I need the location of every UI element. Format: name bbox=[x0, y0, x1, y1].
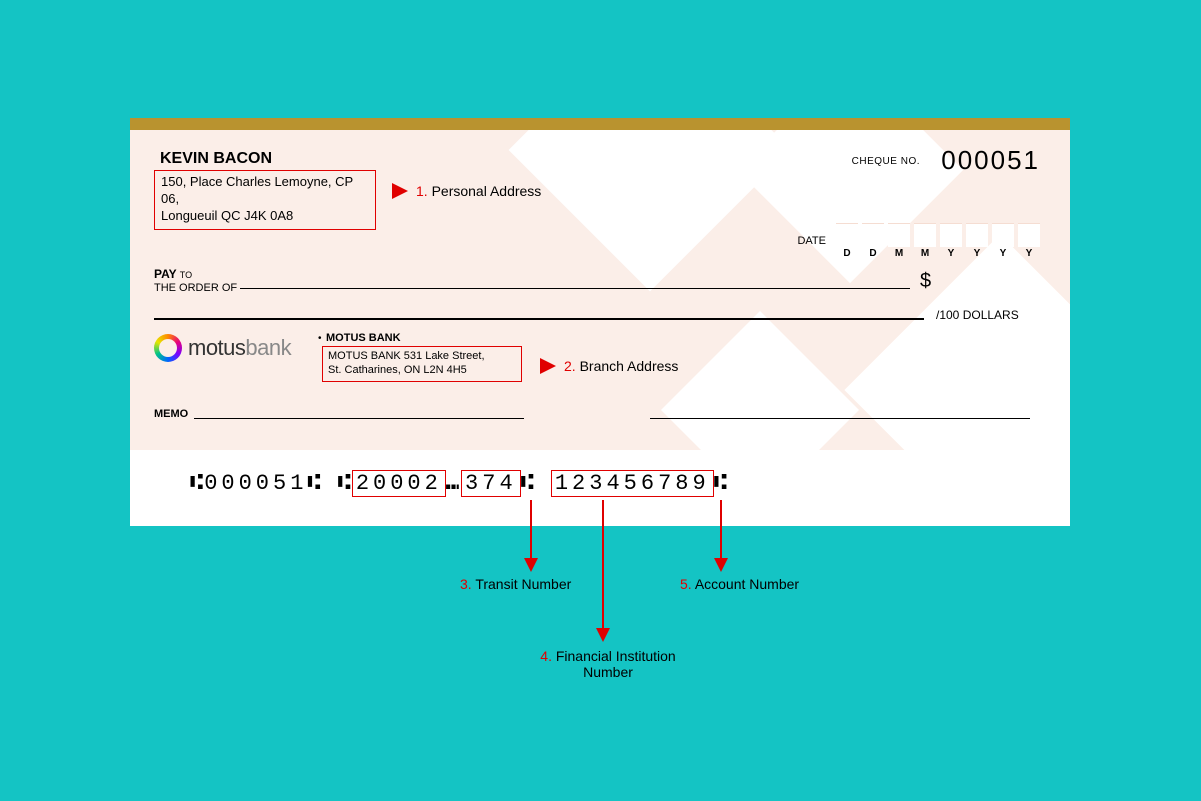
date-field: DATE D D M M Y Y Y Y bbox=[797, 223, 1040, 247]
arrow-down-head-icon bbox=[714, 558, 728, 572]
cheque: KEVIN BACON 150, Place Charles Lemoyne, … bbox=[130, 118, 1070, 526]
date-cell: D bbox=[836, 223, 858, 247]
arrow-down-icon bbox=[720, 500, 722, 560]
account-holder-name: KEVIN BACON bbox=[160, 150, 272, 168]
account-number-box: 123456789 bbox=[551, 470, 714, 497]
arrow-down-head-icon bbox=[524, 558, 538, 572]
callout-institution-number: 4. Financial Institution Number bbox=[528, 648, 688, 680]
date-cell: Y bbox=[966, 223, 988, 247]
arrow-down-head-icon bbox=[596, 628, 610, 642]
micr-routing: ⑆20002⑉374⑆ bbox=[338, 470, 535, 497]
hundred-dollars-label: /100 DOLLARS bbox=[936, 308, 1019, 322]
callout-personal-address: 1. 1. Personal AddressPersonal Address bbox=[416, 183, 541, 199]
signature-line bbox=[650, 418, 1030, 419]
personal-address-box: 150, Place Charles Lemoyne, CP 06, Longu… bbox=[154, 170, 376, 230]
bank-name-label: MOTUS BANK bbox=[326, 332, 401, 344]
bank-addr-1: MOTUS BANK 531 Lake Street, bbox=[328, 349, 516, 363]
date-cell: M bbox=[914, 223, 936, 247]
micr-cheque-seq: ⑆000051⑆ bbox=[190, 471, 322, 496]
logo-ring-icon bbox=[154, 334, 182, 362]
transit-number-box: 20002 bbox=[352, 470, 446, 497]
date-cell: Y bbox=[1018, 223, 1040, 247]
arrow-right-icon bbox=[540, 358, 556, 374]
cheque-number: 000051 bbox=[941, 145, 1040, 176]
date-cell: M bbox=[888, 223, 910, 247]
micr-line: ⑆000051⑆ ⑆20002⑉374⑆ 123456789⑆ bbox=[190, 470, 728, 497]
address-line-2: Longueuil QC J4K 0A8 bbox=[161, 208, 369, 225]
address-line-1: 150, Place Charles Lemoyne, CP 06, bbox=[161, 174, 369, 208]
pay-to-label: PAY TO THE ORDER OF bbox=[154, 268, 237, 294]
memo-label: MEMO bbox=[154, 408, 188, 420]
dot-icon: • bbox=[318, 333, 322, 344]
date-cell: Y bbox=[992, 223, 1014, 247]
bank-addr-2: St. Catharines, ON L2N 4H5 bbox=[328, 363, 516, 377]
date-cell: Y bbox=[940, 223, 962, 247]
cheque-number-label: CHEQUE NO. bbox=[852, 156, 920, 167]
dollar-sign: $ bbox=[920, 270, 931, 293]
arrow-down-icon bbox=[530, 500, 532, 560]
arrow-down-icon bbox=[602, 500, 604, 630]
memo-line bbox=[194, 418, 524, 419]
bank-logo: motusbank bbox=[154, 334, 291, 362]
micr-account: 123456789⑆ bbox=[551, 470, 728, 497]
institution-number-box: 374 bbox=[461, 470, 521, 497]
callout-transit-number: 3. Transit Number bbox=[460, 576, 571, 592]
callout-branch-address: 2. Branch Address bbox=[564, 358, 678, 374]
branch-address-box: MOTUS BANK 531 Lake Street, St. Catharin… bbox=[322, 346, 522, 382]
logo-text: motusbank bbox=[188, 335, 291, 361]
date-cell: D bbox=[862, 223, 884, 247]
date-label: DATE bbox=[797, 235, 826, 247]
amount-words-line bbox=[154, 318, 924, 320]
arrow-right-icon bbox=[392, 183, 408, 199]
payee-line bbox=[240, 288, 910, 289]
callout-account-number: 5. Account Number bbox=[680, 576, 799, 592]
